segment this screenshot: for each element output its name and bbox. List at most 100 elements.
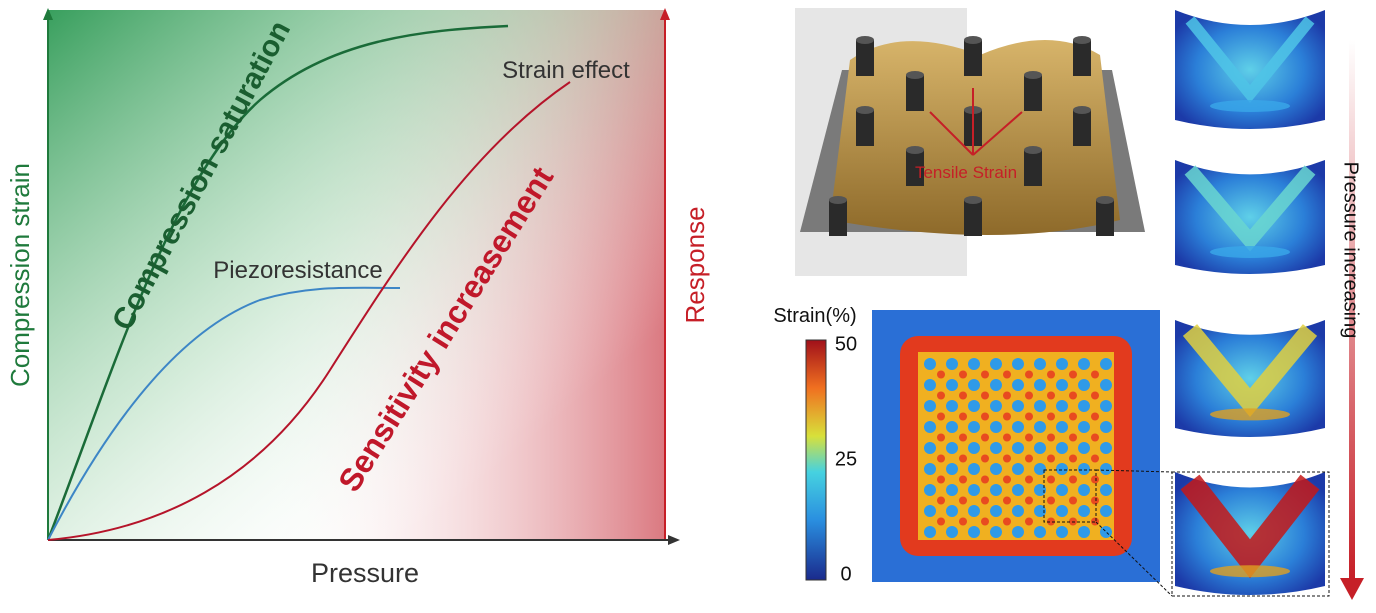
pillar-top bbox=[829, 196, 847, 204]
piezo-curve bbox=[47, 286, 401, 541]
heatmap-node bbox=[946, 442, 958, 454]
heatmap-node bbox=[1012, 505, 1024, 517]
pillar-top bbox=[964, 196, 982, 204]
heatmap-node bbox=[968, 442, 980, 454]
heatmap-cell bbox=[959, 475, 967, 484]
heatmap-node bbox=[968, 463, 980, 475]
heatmap-node bbox=[1056, 505, 1068, 517]
heatmap-cell bbox=[1025, 517, 1033, 526]
heatmap-cell bbox=[981, 454, 989, 463]
heatmap-cell bbox=[981, 496, 989, 505]
heatmap-cell bbox=[1003, 475, 1011, 484]
colorbar-title: Strain(%) bbox=[773, 305, 856, 327]
heatmap-node bbox=[1012, 421, 1024, 433]
pillar bbox=[1073, 40, 1091, 76]
heatmap-node bbox=[1034, 442, 1046, 454]
heatmap-cell bbox=[1069, 391, 1077, 400]
pillar bbox=[964, 200, 982, 236]
strain-arrow bbox=[929, 111, 974, 156]
heatmap-cell bbox=[1047, 433, 1055, 442]
panel-spot bbox=[1210, 246, 1290, 258]
compression-curve bbox=[46, 24, 509, 541]
heatmap-cell bbox=[1047, 475, 1055, 484]
heatmap-node bbox=[990, 400, 1002, 412]
heatmap-cell bbox=[1091, 433, 1099, 442]
heatmap-node bbox=[1056, 379, 1068, 391]
heatmap-cell bbox=[937, 475, 945, 484]
heatmap-cell bbox=[981, 370, 989, 379]
y2-axis-label: Response bbox=[680, 206, 710, 323]
heatmap-node bbox=[946, 379, 958, 391]
heatmap-node bbox=[946, 400, 958, 412]
heatmap-node bbox=[1078, 463, 1090, 475]
heatmap-cell bbox=[1047, 496, 1055, 505]
heatmap-node bbox=[1078, 400, 1090, 412]
pillar bbox=[856, 40, 874, 76]
heatmap-node bbox=[1056, 400, 1068, 412]
heatmap-cell bbox=[1069, 475, 1077, 484]
heatmap-cell bbox=[1069, 433, 1077, 442]
panel-spot bbox=[1210, 100, 1290, 112]
deformation-panel bbox=[1175, 160, 1325, 274]
pillar-top bbox=[856, 36, 874, 44]
heatmap-cell bbox=[1025, 475, 1033, 484]
heatmap-node bbox=[990, 484, 1002, 496]
heatmap-cell bbox=[1003, 412, 1011, 421]
heatmap-cell bbox=[937, 370, 945, 379]
heatmap-node bbox=[1034, 484, 1046, 496]
heatmap-cell bbox=[1025, 370, 1033, 379]
heatmap-node bbox=[1078, 505, 1090, 517]
heatmap-node bbox=[968, 421, 980, 433]
heatmap-cell bbox=[1047, 412, 1055, 421]
pillar-top bbox=[906, 71, 924, 79]
strain-curve bbox=[47, 81, 571, 541]
heatmap-node bbox=[968, 379, 980, 391]
pillar bbox=[964, 40, 982, 76]
heatmap-node bbox=[924, 505, 936, 517]
heatmap-cell bbox=[1069, 496, 1077, 505]
panel-band bbox=[1180, 474, 1320, 579]
heatmap-cell bbox=[959, 433, 967, 442]
heatmap-cell bbox=[959, 391, 967, 400]
colorbar-tick: 25 bbox=[835, 448, 857, 470]
heatmap-node bbox=[1100, 442, 1112, 454]
heatmap-cell bbox=[981, 433, 989, 442]
heatmap-cell bbox=[959, 496, 967, 505]
pillar-top bbox=[1073, 36, 1091, 44]
heatmap-cell bbox=[1069, 370, 1077, 379]
heatmap-cell bbox=[959, 517, 967, 526]
pillar bbox=[1024, 150, 1042, 186]
heatmap-cell bbox=[981, 412, 989, 421]
pillar-top bbox=[1096, 196, 1114, 204]
heatmap-node bbox=[1078, 484, 1090, 496]
heatmap-cell bbox=[1003, 517, 1011, 526]
pillar-top bbox=[1024, 71, 1042, 79]
heatmap-cell bbox=[1069, 412, 1077, 421]
heatmap-cell bbox=[1069, 454, 1077, 463]
heatmap-cell bbox=[1025, 412, 1033, 421]
heatmap-node bbox=[1100, 400, 1112, 412]
heatmap-node bbox=[1034, 526, 1046, 538]
heatmap-node bbox=[924, 463, 936, 475]
heatmap-node bbox=[924, 358, 936, 370]
heatmap-cell bbox=[981, 475, 989, 484]
heatmap-cell bbox=[937, 496, 945, 505]
heatmap-node bbox=[968, 526, 980, 538]
heatmap-node bbox=[1100, 379, 1112, 391]
heatmap-node bbox=[1100, 358, 1112, 370]
strain-arrow bbox=[972, 111, 1023, 156]
strain-label: Strain effect bbox=[502, 57, 630, 84]
heatmap-node bbox=[1100, 505, 1112, 517]
heatmap-cell bbox=[1091, 454, 1099, 463]
deformation-panel bbox=[1175, 472, 1325, 595]
heatmap-node bbox=[1100, 526, 1112, 538]
heatmap-cell bbox=[1003, 496, 1011, 505]
zoom-line bbox=[1095, 521, 1173, 597]
heatmap-node bbox=[990, 379, 1002, 391]
panel-band bbox=[1184, 165, 1316, 252]
heatmap-node bbox=[924, 526, 936, 538]
pillar-top bbox=[964, 36, 982, 44]
heatmap-cell bbox=[1091, 475, 1099, 484]
heatmap-node bbox=[924, 421, 936, 433]
